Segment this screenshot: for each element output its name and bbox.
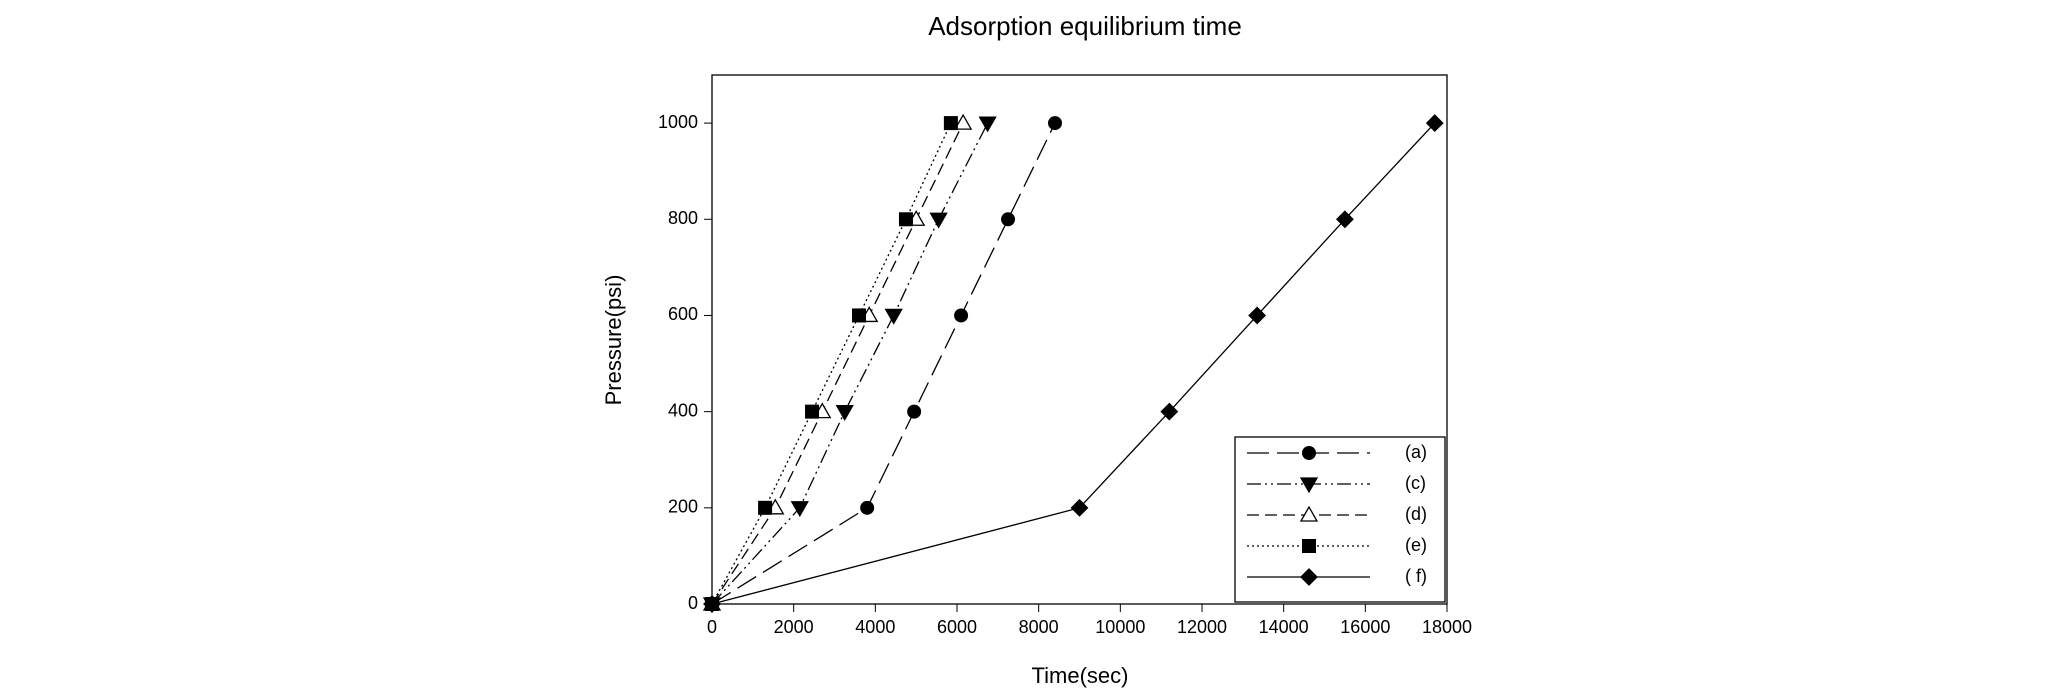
series-line (711, 122, 1056, 605)
marker (1001, 212, 1016, 227)
y-tick-label: 200 (668, 497, 698, 517)
marker (758, 500, 773, 515)
marker (1300, 568, 1318, 586)
marker (1335, 210, 1354, 229)
y-tick-label: 800 (668, 208, 698, 228)
marker (1048, 116, 1062, 131)
marker (1299, 505, 1319, 522)
x-tick-label: 12000 (1177, 617, 1227, 637)
legend-label: (d) (1405, 504, 1427, 524)
chart-title: Adsorption equilibrium time (928, 11, 1242, 41)
marker (805, 404, 820, 419)
marker (1302, 539, 1316, 553)
series-line (711, 122, 964, 605)
marker (703, 595, 721, 613)
marker (1302, 446, 1316, 460)
x-tick-label: 18000 (1422, 617, 1472, 637)
marker (954, 113, 973, 130)
x-tick-label: 16000 (1340, 617, 1390, 637)
legend-label: (e) (1405, 535, 1427, 555)
x-tick-label: 4000 (855, 617, 895, 637)
series-line (711, 122, 989, 605)
y-tick-label: 400 (668, 400, 698, 420)
y-tick-label: 600 (668, 304, 698, 324)
y-tick-label: 0 (688, 593, 698, 613)
legend-label: ( f) (1405, 566, 1427, 586)
legend-label: (a) (1405, 442, 1427, 462)
marker (860, 500, 875, 515)
x-tick-label: 8000 (1019, 617, 1059, 637)
marker (978, 116, 997, 133)
marker (954, 308, 969, 323)
marker (852, 308, 866, 323)
marker (1248, 306, 1267, 325)
marker (790, 501, 809, 518)
legend-label: (c) (1405, 473, 1426, 493)
marker (1160, 402, 1179, 421)
x-tick-label: 14000 (1259, 617, 1309, 637)
plot-frame (711, 74, 1448, 605)
series-line (711, 122, 1436, 605)
x-tick-label: 2000 (774, 617, 814, 637)
x-tick-label: 10000 (1095, 617, 1145, 637)
marker (1425, 114, 1444, 133)
y-axis-label: Pressure(psi) (601, 275, 626, 406)
legend-box (1234, 436, 1446, 603)
marker (929, 212, 948, 229)
x-axis-label: Time(sec) (1032, 663, 1129, 688)
series-line (711, 122, 952, 605)
marker (907, 404, 922, 419)
marker (884, 308, 903, 325)
marker (943, 116, 958, 131)
x-tick-label: 6000 (937, 617, 977, 637)
x-tick-label: 0 (707, 617, 717, 637)
marker (835, 404, 854, 421)
marker (1070, 498, 1089, 517)
marker (1299, 477, 1319, 494)
marker (898, 212, 913, 227)
y-tick-label: 1000 (658, 112, 698, 132)
